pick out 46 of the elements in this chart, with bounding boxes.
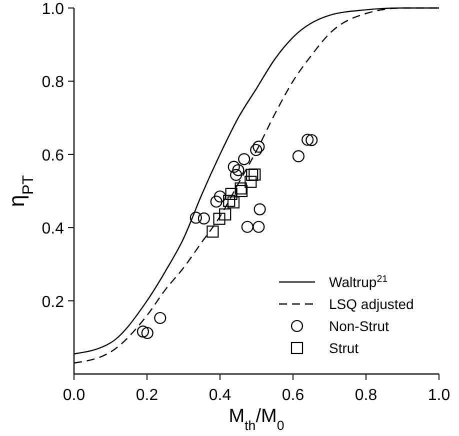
point bbox=[302, 134, 314, 146]
point bbox=[206, 226, 219, 238]
point bbox=[190, 212, 202, 224]
point bbox=[210, 196, 222, 208]
point bbox=[227, 196, 240, 208]
point bbox=[250, 144, 262, 156]
point bbox=[219, 208, 232, 220]
x-tick-label: 0.0 bbox=[62, 387, 86, 404]
point bbox=[254, 203, 266, 216]
x-tick-label: 0.2 bbox=[136, 387, 158, 404]
point bbox=[136, 325, 150, 338]
y-tick-label: 0.2 bbox=[42, 294, 64, 311]
point bbox=[244, 176, 257, 188]
point bbox=[198, 212, 210, 224]
point bbox=[228, 160, 240, 173]
legend-label: Strut bbox=[329, 340, 359, 356]
point bbox=[238, 153, 250, 166]
y-tick-label: 1.0 bbox=[42, 1, 64, 18]
legend-label: Waltrup$^{21}$ bbox=[329, 274, 388, 290]
legend-label: Non-Strut bbox=[329, 318, 390, 334]
point bbox=[235, 184, 248, 198]
point bbox=[252, 140, 265, 153]
y-tick-label: 0.4 bbox=[42, 220, 64, 238]
x-axis-title: M$_{th}$/M$_{0}$ bbox=[228, 406, 284, 432]
point bbox=[246, 168, 258, 181]
y-tick-label: 0.6 bbox=[42, 147, 64, 164]
point bbox=[248, 168, 261, 181]
point bbox=[214, 190, 226, 203]
legend-label: LSQ adjusted bbox=[329, 296, 414, 312]
x-tick-label: 0.6 bbox=[282, 387, 304, 404]
x-tick-label: 0.4 bbox=[208, 387, 232, 404]
point bbox=[213, 212, 226, 225]
y-tick-label: 0.8 bbox=[42, 74, 64, 92]
point bbox=[232, 164, 244, 176]
point bbox=[230, 168, 242, 181]
x-tick-label: 0.8 bbox=[354, 387, 378, 404]
point bbox=[241, 220, 254, 233]
point bbox=[306, 134, 318, 146]
point bbox=[141, 326, 154, 340]
point bbox=[225, 188, 238, 200]
point bbox=[292, 150, 305, 162]
point bbox=[154, 312, 166, 324]
x-tick-label: 1.0 bbox=[428, 387, 450, 404]
point bbox=[234, 182, 247, 194]
point bbox=[223, 194, 236, 207]
point bbox=[252, 220, 265, 233]
